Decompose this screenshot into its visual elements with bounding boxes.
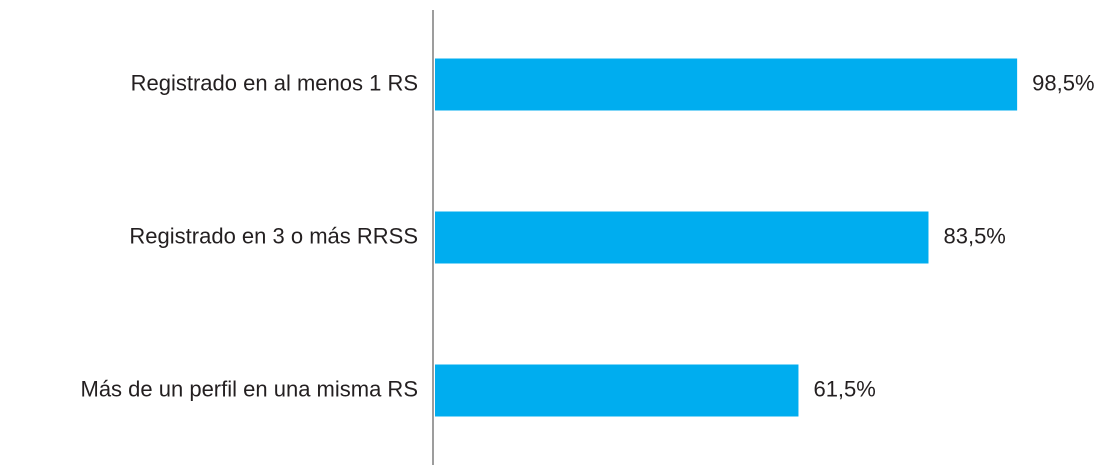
value-label: 98,5% <box>1032 70 1094 95</box>
bar <box>435 364 799 417</box>
category-label: Registrado en 3 o más RRSS <box>129 223 418 248</box>
bar <box>435 58 1018 111</box>
bar <box>435 211 929 264</box>
value-label: 61,5% <box>813 376 875 401</box>
category-label: Más de un perfil en una misma RS <box>81 376 419 401</box>
category-label: Registrado en al menos 1 RS <box>131 70 418 95</box>
value-label: 83,5% <box>943 223 1005 248</box>
